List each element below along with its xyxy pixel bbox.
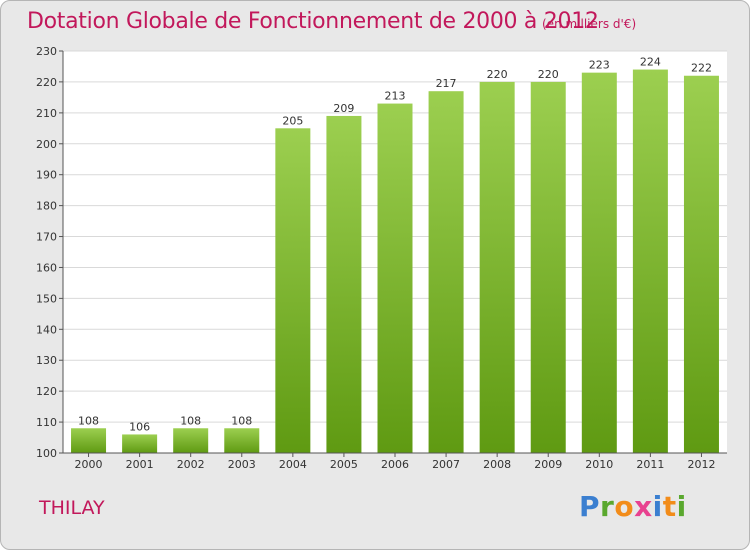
x-tick-label: 2004 [279,458,307,471]
bar-2010 [581,72,617,454]
label-layer: 108 106 108 108 205 209 213 217 220 220 223 224 222 [78,56,712,434]
logo-letter: x [634,490,653,523]
y-tick-label: 230 [36,45,57,58]
axis-layer: 100 110 120 130 140 150 160 170 180 190 200 210 220 2… [36,45,727,471]
x-tick-label: 2006 [381,458,409,471]
x-tick-label: 2010 [585,458,613,471]
bar-2004 [275,128,311,454]
chart-title: Dotation Globale de Fonctionnement de 20… [27,9,599,34]
x-tick-label: 2003 [228,458,256,471]
data-label: 106 [129,420,150,433]
proxiti-logo: Proxiti [579,490,687,523]
x-tick-label: 2001 [126,458,154,471]
x-tick-label: 2011 [636,458,664,471]
data-label: 222 [691,62,712,75]
data-label: 220 [487,68,508,81]
bar-2001 [122,434,158,453]
y-tick-label: 130 [36,354,57,367]
y-tick-label: 110 [36,416,57,429]
bar-2007 [428,91,464,453]
bar-2006 [377,103,413,454]
bar-2012 [683,75,719,453]
y-tick-label: 190 [36,169,57,182]
y-tick-label: 100 [36,447,57,460]
logo-letter: o [614,490,635,523]
y-tick-label: 210 [36,107,57,120]
data-label: 217 [436,77,457,90]
data-label: 108 [78,414,99,427]
y-tick-label: 220 [36,76,57,89]
logo-letter: P [579,490,601,523]
data-label: 223 [589,59,610,72]
bar-2009 [530,81,566,453]
logo-letter: i [676,490,687,523]
bar-2008 [479,81,515,453]
y-tick-label: 180 [36,200,57,213]
data-label: 205 [282,114,303,127]
bar-layer [71,69,719,454]
logo-letter: t [662,490,677,523]
x-tick-label: 2012 [687,458,715,471]
x-tick-label: 2005 [330,458,358,471]
bar-2005 [326,115,362,453]
chart-subtitle: (en milliers d'€) [542,17,637,31]
data-label: 220 [538,68,559,81]
data-label: 224 [640,56,661,69]
x-tick-label: 2007 [432,458,460,471]
x-tick-label: 2009 [534,458,562,471]
data-label: 108 [180,414,201,427]
x-tick-label: 2008 [483,458,511,471]
x-tick-label: 2002 [177,458,205,471]
place-name: THILAY [39,497,105,519]
data-label: 213 [385,90,406,103]
y-tick-label: 170 [36,231,57,244]
y-tick-label: 150 [36,292,57,305]
bar-2011 [632,69,668,454]
y-tick-label: 160 [36,261,57,274]
y-tick-label: 140 [36,323,57,336]
data-label: 209 [333,102,354,115]
bar-2002 [173,428,209,453]
x-tick-label: 2000 [75,458,103,471]
data-label: 108 [231,414,252,427]
y-tick-label: 120 [36,385,57,398]
logo-letter: i [652,490,663,523]
bar-2000 [71,428,107,453]
y-tick-label: 200 [36,138,57,151]
logo-letter: r [600,490,615,523]
bar-2003 [224,428,260,453]
